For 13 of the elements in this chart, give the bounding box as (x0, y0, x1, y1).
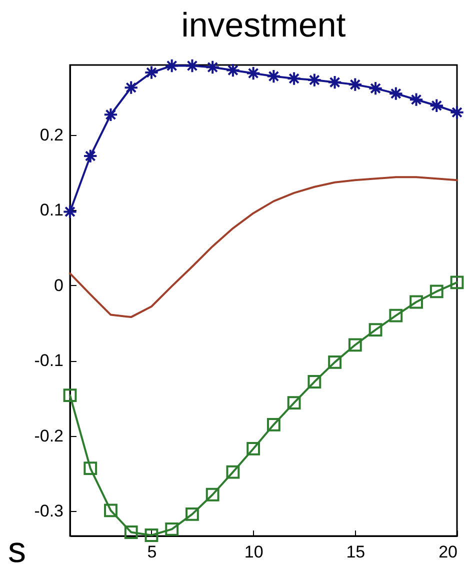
chart-title: investment (181, 6, 346, 44)
y-tick-label: 0.1 (40, 200, 64, 220)
x-tick-label: 20 (438, 542, 458, 562)
x-tick-label: 5 (147, 542, 157, 562)
y-tick-label: -0.3 (34, 502, 64, 521)
line-series (69, 176, 458, 318)
y-tick-label: -0.2 (34, 426, 64, 446)
y-tick-label: 0 (54, 276, 64, 295)
x-tick-label: 15 (346, 542, 366, 562)
y-tick-label: 0.2 (40, 125, 64, 144)
x-tick-label: 10 (244, 542, 264, 562)
text: s (8, 529, 26, 570)
y-tick-label: -0.1 (34, 351, 64, 370)
